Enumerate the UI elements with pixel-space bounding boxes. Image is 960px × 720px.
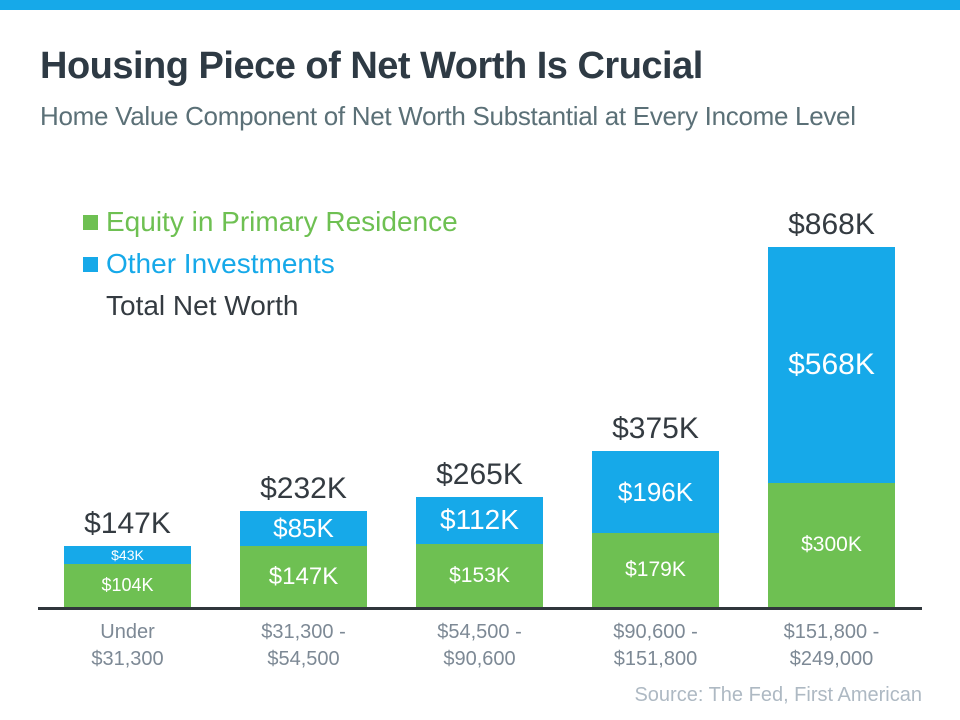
page-subtitle: Home Value Component of Net Worth Substa… (40, 101, 856, 131)
bar-total-label: $147K (84, 507, 171, 541)
bar-group: $232K $85K $147K (240, 473, 367, 607)
equity-swatch-icon (83, 214, 98, 230)
bar-group: $868K $568K $300K (768, 210, 895, 607)
bar-segment-equity: $147K (240, 546, 367, 607)
bar-segment-equity: $179K (592, 532, 719, 607)
chart-legend: Equity in Primary Residence Other Invest… (83, 201, 458, 327)
bar-total-label: $265K (436, 458, 523, 492)
x-tick-label: $54,500 - $90,600 (437, 621, 522, 670)
legend-label-other-investments: Other Investments (106, 248, 335, 279)
bar-total-label: $868K (788, 208, 875, 241)
bar-segment-other-investments: $112K (416, 497, 543, 544)
bar-segment-equity: $153K (416, 543, 543, 607)
x-tick-label: $151,800 - $249,000 (783, 621, 880, 670)
legend-item-other-investments: Other Investments (83, 243, 458, 285)
accent-bar (0, 0, 960, 10)
bar-segment-equity: $104K (64, 563, 191, 607)
bar-segment-other-investments: $196K (592, 451, 719, 533)
legend-item-total-net-worth: Total Net Worth (83, 285, 458, 327)
x-axis-line (38, 607, 922, 610)
legend-label-equity: Equity in Primary Residence (106, 206, 458, 237)
page-title: Housing Piece of Net Worth Is Crucial (40, 45, 703, 87)
bar-group: $265K $112K $153K (416, 460, 543, 607)
bar-total-label: $232K (260, 471, 347, 505)
bar-group: $147K $43K $104K (64, 509, 191, 607)
x-tick-label: $90,600 - $151,800 (613, 621, 698, 670)
bar-group: $375K $196K $179K (592, 414, 719, 607)
x-tick-label: Under $31,300 (91, 621, 164, 670)
x-tick-label: $31,300 - $54,500 (261, 621, 346, 670)
bar-segment-other-investments: $568K (768, 247, 895, 483)
bar-segment-equity: $300K (768, 482, 895, 607)
bar-total-label: $375K (612, 412, 699, 446)
bar-segment-other-investments: $43K (64, 546, 191, 564)
source-credit: Source: The Fed, First American (634, 684, 922, 706)
legend-label-total-net-worth: Total Net Worth (106, 290, 299, 321)
other-investments-swatch-icon (83, 256, 98, 272)
bar-segment-other-investments: $85K (240, 510, 367, 547)
legend-item-equity: Equity in Primary Residence (83, 201, 458, 243)
